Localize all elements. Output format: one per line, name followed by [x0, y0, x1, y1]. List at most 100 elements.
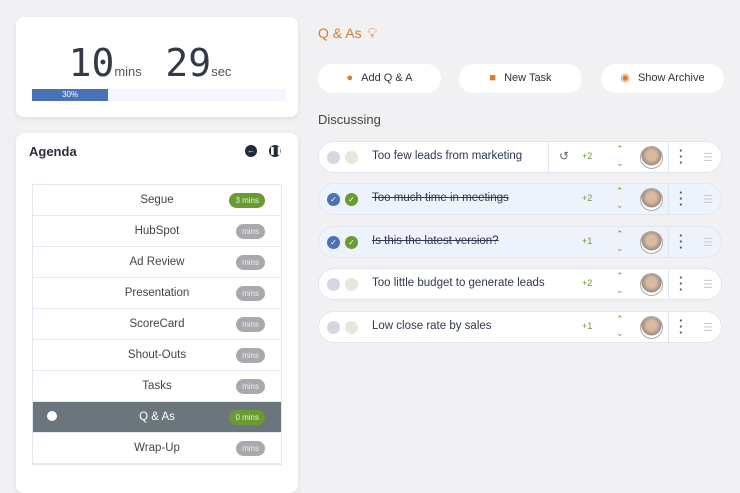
pause-icon[interactable]: ❚❚ — [269, 145, 283, 157]
agenda-item[interactable]: HubSpot mins — [33, 216, 281, 247]
downvote-icon[interactable]: ⌄ — [616, 285, 624, 295]
avatar — [640, 273, 663, 296]
agenda-item-label: Presentation — [124, 287, 190, 299]
drag-handle-icon[interactable]: ☰ — [703, 237, 713, 249]
qa-text[interactable]: Too much time in meetings — [372, 192, 509, 204]
more-options-icon[interactable]: · · · — [679, 228, 684, 255]
back-icon[interactable]: ← — [245, 145, 257, 157]
check-circle-icon[interactable] — [327, 151, 340, 164]
check-circle-icon[interactable] — [345, 321, 358, 334]
agenda-list: Segue 3 mins HubSpot mins Ad Review mins Prese… — [32, 184, 282, 465]
qa-item[interactable]: Too few leads from marketing ↺ +2 ⌃ ⌄ · ·… — [318, 141, 722, 173]
duration-badge: mins — [236, 255, 265, 270]
agenda-item[interactable]: Tasks mins — [33, 371, 281, 402]
agenda-item-label: Shout-Outs — [127, 349, 187, 361]
avatar — [640, 146, 663, 169]
vote-count: +2 — [582, 278, 593, 288]
downvote-icon[interactable]: ⌄ — [616, 328, 624, 338]
timer-seconds: 29 — [165, 41, 212, 85]
duration-badge: mins — [236, 441, 265, 456]
drag-handle-icon[interactable]: ☰ — [703, 152, 713, 164]
check-circle-icon[interactable]: ✓ — [345, 193, 358, 206]
agenda-item-label: Tasks — [142, 380, 172, 392]
agenda-item-label: Wrap-Up — [134, 442, 180, 454]
qa-item[interactable]: Low close rate by sales +1 ⌃ ⌄ · · · ☰ — [318, 311, 722, 343]
agenda-card: Agenda ← ❚❚ Segue 3 mins HubSpot mins Ad Rev… — [16, 133, 298, 493]
drag-handle-icon[interactable]: ☰ — [703, 279, 713, 291]
more-options-icon[interactable]: · · · — [679, 143, 684, 170]
agenda-item[interactable]: ScoreCard mins — [33, 309, 281, 340]
agenda-item[interactable]: Segue 3 mins — [33, 185, 281, 216]
check-circle-icon[interactable] — [345, 151, 358, 164]
upvote-icon[interactable]: ⌃ — [616, 271, 624, 281]
check-circle-icon[interactable] — [327, 321, 340, 334]
more-options-icon[interactable]: · · · — [679, 185, 684, 212]
agenda-item-label: Q & As — [139, 411, 175, 423]
duration-badge: 3 mins — [229, 193, 265, 208]
agenda-item-label: ScoreCard — [129, 318, 185, 330]
qa-text[interactable]: Too little budget to generate leads — [372, 277, 545, 289]
eye-icon: ◉ — [620, 72, 630, 84]
qa-text[interactable]: Too few leads from marketing — [372, 150, 523, 162]
qa-item[interactable]: ✓ ✓ Too much time in meetings +2 ⌃ ⌄ · · ·… — [318, 183, 722, 215]
upvote-icon[interactable]: ⌃ — [616, 314, 624, 324]
duration-badge: mins — [236, 379, 265, 394]
agenda-item[interactable]: Presentation mins — [33, 278, 281, 309]
duration-badge: mins — [236, 348, 265, 363]
qa-text[interactable]: Is this the latest version? — [372, 235, 499, 247]
vote-count: +1 — [582, 321, 593, 331]
avatar — [640, 188, 663, 211]
history-icon[interactable]: ↺ — [559, 149, 570, 163]
progress-bar: 30% — [32, 89, 286, 101]
check-circle-icon[interactable] — [345, 278, 358, 291]
section-heading: Discussing — [318, 112, 381, 127]
check-circle-icon[interactable] — [327, 278, 340, 291]
timer-display: 10mins 29sec — [16, 41, 298, 85]
more-options-icon[interactable]: · · · — [679, 313, 684, 340]
brain-icon — [47, 411, 57, 421]
duration-badge: mins — [236, 317, 265, 332]
check-circle-icon[interactable]: ✓ — [327, 236, 340, 249]
agenda-item[interactable]: Ad Review mins — [33, 247, 281, 278]
show-archive-button[interactable]: ◉ Show Archive — [601, 64, 724, 93]
more-options-icon[interactable]: · · · — [679, 270, 684, 297]
check-circle-icon[interactable]: ✓ — [345, 236, 358, 249]
upvote-icon[interactable]: ⌃ — [616, 144, 624, 154]
timer-minutes: 10 — [68, 41, 115, 85]
agenda-title: Agenda — [29, 144, 77, 159]
drag-handle-icon[interactable]: ☰ — [703, 194, 713, 206]
agenda-item-label: Segue — [140, 194, 174, 206]
drag-handle-icon[interactable]: ☰ — [703, 322, 713, 334]
pin-icon: ● — [346, 72, 354, 84]
avatar — [640, 316, 663, 339]
qa-item[interactable]: ✓ ✓ Is this the latest version? +1 ⌃ ⌄ ·… — [318, 226, 722, 258]
page-title: Q & As 💡︎ — [318, 25, 378, 41]
check-circle-icon[interactable]: ✓ — [327, 193, 340, 206]
avatar — [640, 231, 663, 254]
qa-text[interactable]: Low close rate by sales — [372, 320, 492, 332]
puzzle-icon: ■ — [489, 72, 497, 84]
agenda-item[interactable]: Shout-Outs mins — [33, 340, 281, 371]
upvote-icon[interactable]: ⌃ — [616, 186, 624, 196]
downvote-icon[interactable]: ⌄ — [616, 158, 624, 168]
duration-badge: mins — [236, 224, 265, 239]
add-qa-button[interactable]: ● Add Q & A — [318, 64, 441, 93]
new-task-button[interactable]: ■ New Task — [459, 64, 582, 93]
duration-badge: 0 mins — [229, 410, 265, 425]
progress-fill: 30% — [32, 89, 109, 101]
agenda-item-label: HubSpot — [134, 225, 180, 237]
lightbulb-icon: 💡︎ — [367, 25, 378, 41]
vote-count: +1 — [582, 236, 593, 246]
vote-count: +2 — [582, 151, 593, 161]
agenda-item[interactable]: Q & As 0 mins — [33, 402, 281, 433]
minutes-unit: mins — [114, 64, 142, 79]
vote-count: +2 — [582, 193, 593, 203]
duration-badge: mins — [236, 286, 265, 301]
downvote-icon[interactable]: ⌄ — [616, 243, 624, 253]
agenda-item[interactable]: Wrap-Up mins — [33, 433, 281, 464]
agenda-item-label: Ad Review — [129, 256, 185, 268]
qa-item[interactable]: Too little budget to generate leads +2 ⌃… — [318, 268, 722, 300]
upvote-icon[interactable]: ⌃ — [616, 229, 624, 239]
timer-card: 10mins 29sec 30% — [16, 17, 298, 117]
downvote-icon[interactable]: ⌄ — [616, 200, 624, 210]
